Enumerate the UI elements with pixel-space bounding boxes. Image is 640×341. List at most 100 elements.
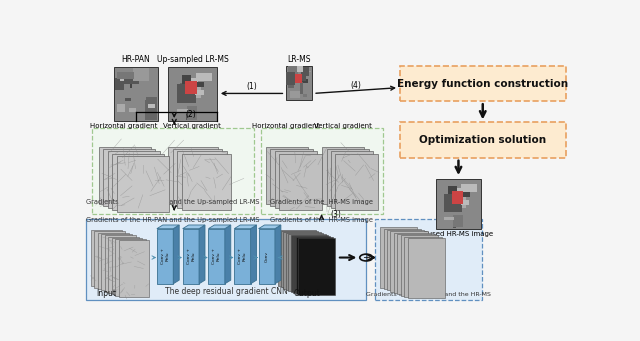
Bar (335, 153, 378, 210)
Bar (289, 234, 326, 291)
Bar (284, 232, 321, 288)
Bar (275, 151, 317, 208)
Bar (286, 233, 323, 290)
Bar (286, 66, 312, 100)
Bar (380, 227, 417, 288)
Bar (452, 222, 456, 228)
Text: (4): (4) (351, 81, 362, 90)
Bar (168, 147, 218, 204)
Polygon shape (275, 225, 281, 284)
Bar (446, 194, 461, 209)
Bar (397, 234, 435, 294)
Bar (234, 229, 251, 284)
Bar (331, 151, 373, 208)
Text: Gradients of the HR-PAN and the Up-sampled LR-MS: Gradients of the HR-PAN and the Up-sampl… (86, 217, 260, 223)
Text: Gradients of the  HR-MS image: Gradients of the HR-MS image (270, 217, 373, 223)
Bar (182, 229, 199, 284)
Bar (303, 94, 307, 97)
Bar (266, 147, 308, 204)
Bar (101, 234, 132, 291)
Text: Optimization solution: Optimization solution (419, 135, 547, 145)
Text: Horizontal gradient: Horizontal gradient (252, 122, 319, 129)
Text: Energy function construction: Energy function construction (397, 78, 568, 89)
Bar (452, 191, 463, 204)
Bar (179, 88, 186, 102)
Bar (394, 233, 431, 293)
Bar (186, 114, 189, 120)
Text: LR-MS: LR-MS (287, 55, 311, 64)
Bar (291, 66, 296, 75)
Bar (291, 91, 300, 98)
Text: Output: Output (293, 288, 320, 298)
Text: Gradients of the HR-PAN and the HR-MS: Gradients of the HR-PAN and the HR-MS (366, 293, 491, 297)
Bar (177, 109, 188, 112)
Bar (105, 235, 136, 292)
Bar (103, 149, 156, 206)
Bar (298, 238, 335, 295)
Text: Gradients of the  HR-MS image: Gradients of the HR-MS image (270, 199, 373, 205)
Bar (259, 229, 275, 284)
Bar (326, 149, 369, 206)
Text: (3): (3) (330, 210, 341, 219)
Text: Conv: Conv (265, 251, 269, 262)
Bar (296, 74, 302, 83)
Bar (129, 81, 132, 88)
Bar (271, 149, 312, 206)
Text: (1): (1) (246, 82, 257, 91)
Bar (209, 229, 225, 284)
Bar (177, 84, 196, 103)
Bar (148, 104, 155, 107)
Bar (180, 84, 195, 100)
Bar (322, 147, 364, 204)
Bar (182, 75, 191, 84)
Text: HR-PAN: HR-PAN (122, 55, 150, 64)
Text: Up-sampled LR-MS: Up-sampled LR-MS (157, 55, 228, 64)
Bar (281, 231, 318, 287)
Bar (288, 81, 294, 88)
Bar (191, 81, 204, 87)
Bar (86, 220, 366, 299)
Text: (2): (2) (186, 110, 196, 119)
Bar (280, 153, 321, 210)
Bar (286, 72, 294, 85)
Bar (458, 192, 470, 197)
Bar (461, 184, 477, 192)
Bar (404, 237, 442, 297)
Bar (400, 66, 566, 101)
Bar (129, 108, 136, 112)
Polygon shape (173, 225, 179, 284)
Bar (157, 229, 173, 284)
Bar (115, 239, 146, 296)
Bar (301, 68, 309, 75)
Bar (383, 229, 420, 289)
Bar (177, 151, 227, 208)
Bar (121, 77, 139, 84)
Polygon shape (259, 225, 281, 229)
Bar (408, 238, 445, 298)
Bar (296, 66, 303, 72)
Bar (457, 188, 464, 198)
Text: Conv +
Relu: Conv + Relu (186, 248, 195, 264)
Bar (449, 193, 467, 208)
Bar (444, 194, 461, 212)
Bar (183, 83, 201, 99)
Text: Conv +
Relu: Conv + Relu (212, 248, 221, 264)
Bar (133, 68, 149, 81)
Bar (191, 78, 198, 89)
Text: Input: Input (96, 288, 116, 298)
Bar (99, 147, 151, 204)
Bar (168, 67, 217, 121)
Polygon shape (234, 225, 257, 229)
Bar (448, 186, 457, 194)
Bar (91, 230, 122, 286)
Bar (400, 122, 566, 158)
Bar (293, 236, 330, 293)
Bar (196, 73, 212, 81)
Bar (375, 220, 482, 299)
Bar (173, 149, 222, 206)
Bar (452, 215, 463, 227)
Bar (120, 72, 124, 81)
Bar (261, 128, 383, 214)
Polygon shape (251, 225, 257, 284)
Text: Gradients of the HR-PAN and the Up-sampled LR-MS: Gradients of the HR-PAN and the Up-sampl… (86, 199, 260, 205)
